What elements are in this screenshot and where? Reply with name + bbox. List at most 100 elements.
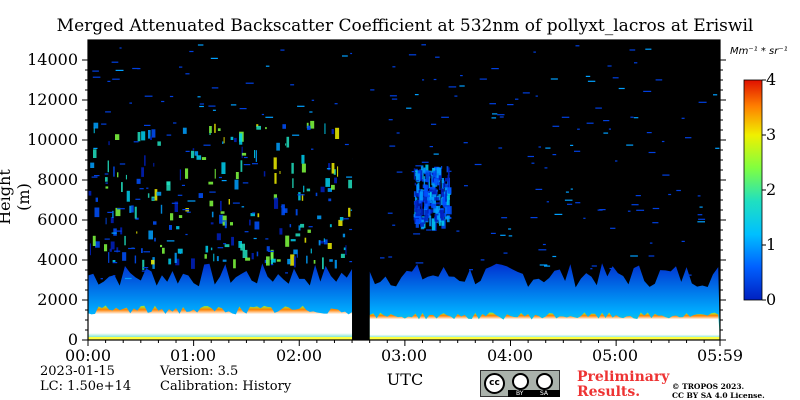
noise-pixel	[141, 270, 149, 272]
noise-pixel	[433, 78, 437, 81]
cloud-pixel	[442, 180, 446, 188]
copyright-line-2: CC BY SA 4.0 License.	[672, 391, 765, 400]
cloud-pixel	[271, 258, 276, 263]
noise-pixel	[609, 267, 614, 270]
noise-pixel	[208, 105, 216, 107]
noise-pixel	[166, 240, 175, 242]
colorbar-ticks	[762, 79, 766, 301]
preliminary-line-2: Results.	[577, 384, 641, 400]
noise-pixel	[186, 211, 191, 213]
cloud-pixel	[348, 207, 351, 217]
noise-pixel	[308, 226, 313, 228]
noise-pixel	[185, 150, 190, 152]
cloud-pixel	[306, 255, 308, 264]
noise-pixel	[199, 105, 204, 108]
cloud-pixel	[441, 178, 444, 184]
cloud-pixel	[240, 160, 243, 172]
noise-pixel	[629, 49, 636, 51]
noise-pixel	[595, 107, 602, 109]
footer-version: Version: 3.5	[160, 364, 239, 379]
noise-pixel	[489, 103, 496, 105]
cloud-pixel	[322, 257, 324, 270]
cloud-pixel	[415, 172, 417, 182]
cloud-pixel	[310, 120, 315, 129]
noise-pixel	[441, 116, 449, 118]
cloud-pixel	[285, 235, 290, 247]
noise-pixel	[388, 256, 393, 258]
noise-pixel	[643, 90, 652, 92]
cloud-pixel	[220, 200, 222, 211]
cloud-pixel	[339, 217, 344, 221]
cloud-pixel	[290, 254, 295, 266]
noise-pixel	[161, 100, 165, 103]
noise-pixel	[421, 44, 426, 46]
share-alike-icon	[536, 373, 553, 390]
cloud-pixel	[117, 172, 119, 178]
y-tick-label: 10000	[27, 130, 78, 149]
cloud-pixel	[222, 141, 224, 144]
cloud-pixel	[256, 125, 261, 130]
cloud-pixel	[295, 209, 298, 216]
cloud-pixel	[338, 219, 343, 226]
cloud-pixel	[325, 178, 330, 187]
cloud-pixel	[255, 150, 257, 162]
noise-pixel	[698, 218, 706, 220]
noise-pixel	[507, 104, 514, 106]
noise-pixel	[552, 255, 557, 258]
noise-pixel	[209, 191, 216, 193]
noise-pixel	[107, 211, 113, 213]
cloud-pixel	[148, 130, 151, 139]
noise-pixel	[585, 75, 591, 77]
cloud-pixel	[191, 258, 195, 269]
noise-pixel	[391, 98, 398, 100]
cloud-pixel	[270, 249, 274, 260]
noise-pixel	[612, 77, 619, 79]
y-axis-ticks	[82, 59, 726, 341]
cloud-pixel	[304, 237, 307, 243]
boundary-layer	[88, 305, 353, 340]
cloud-pixel	[420, 220, 424, 227]
noise-pixel	[389, 95, 397, 97]
cloud-pixel	[327, 243, 332, 249]
noise-pixel	[132, 67, 139, 70]
noise-pixel	[144, 124, 151, 126]
cloud-pixel	[110, 217, 114, 224]
noise-pixel	[435, 56, 440, 58]
noise-pixel	[498, 147, 503, 149]
chart-title: Merged Attenuated Backscatter Coefficien…	[56, 16, 754, 36]
cloud-pixel	[434, 166, 439, 171]
cloud-pixel	[179, 169, 181, 181]
cloud-pixel	[151, 129, 156, 138]
noise-pixel	[456, 230, 460, 232]
cloud-pixel	[126, 190, 130, 202]
x-tick-label: 01:00	[169, 346, 217, 365]
cloud-pixel	[431, 218, 436, 231]
noise-pixel	[94, 175, 100, 177]
noise-pixel	[508, 235, 513, 237]
noise-pixel	[697, 195, 701, 197]
copyright-line-1: © TROPOS 2023.	[672, 382, 745, 391]
cloud-pixel	[413, 168, 416, 180]
cloud-pixel	[177, 248, 183, 254]
cloud-pixel	[266, 256, 270, 266]
cloud-pixel	[301, 194, 304, 201]
noise-pixel	[124, 277, 132, 280]
noise-pixel	[590, 268, 593, 270]
cloud-pixel	[224, 222, 227, 229]
noise-pixel	[544, 167, 548, 169]
cloud-pixel	[415, 219, 419, 228]
cloud-pixel	[105, 217, 107, 225]
copyright-notice: © TROPOS 2023. CC BY SA 4.0 License.	[672, 382, 765, 400]
noise-pixel	[185, 73, 190, 75]
noise-pixel	[396, 171, 403, 173]
cloud-pixel	[174, 201, 178, 212]
noise-pixel	[406, 107, 412, 109]
cloud-pixel	[293, 249, 298, 255]
noise-pixel	[370, 89, 375, 91]
noise-pixel	[415, 262, 424, 264]
noise-pixel	[211, 87, 219, 89]
noise-pixel	[173, 122, 177, 124]
noise-pixel	[203, 144, 211, 146]
noise-pixel	[422, 79, 425, 81]
noise-pixel	[565, 191, 569, 193]
